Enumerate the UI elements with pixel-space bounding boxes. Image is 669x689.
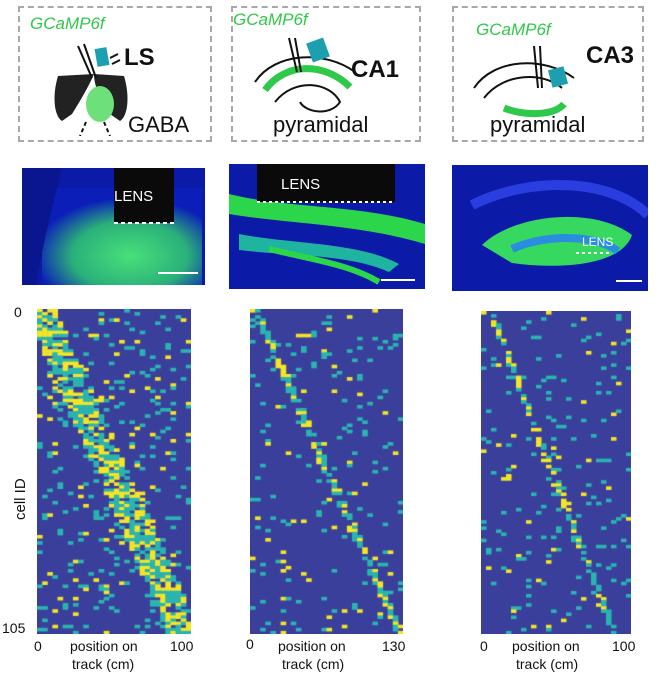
region-label: CA3 [586, 42, 635, 69]
heatmap-ca3 [481, 311, 631, 634]
schematic-panel-ls: GCaMP6f LS GABA [18, 6, 212, 142]
cell-type-label: pyramidal [273, 112, 369, 137]
heatmap-ca1 [250, 309, 403, 634]
lens-label: LENS [582, 235, 614, 249]
region-label: CA1 [351, 56, 400, 83]
ca3-implant-icon [473, 45, 575, 118]
lens-label: LENS [281, 176, 321, 193]
y-axis-label: cell ID [12, 478, 29, 520]
x-axis-label-line1: position on [512, 638, 580, 654]
cell-type-label: GABA [128, 112, 190, 137]
ca1-implant-icon [254, 37, 356, 113]
x-axis-label-line1: position on [70, 638, 138, 654]
indicator-label: GCaMP6f [30, 14, 105, 33]
x-axis-label-line2: track (cm) [72, 656, 135, 672]
x-tick-start: 0 [480, 638, 488, 654]
histology-image-ca1: LENS [229, 164, 425, 289]
x-tick-start: 0 [246, 636, 254, 652]
x-axis-label-line2: track (cm) [516, 656, 579, 672]
indicator-label: GCaMP6f [233, 10, 308, 29]
cell-type-label: pyramidal [490, 112, 586, 137]
x-axis-label-line2: track (cm) [282, 656, 345, 672]
y-tick-top: 0 [14, 304, 22, 320]
y-tick-bottom: 105 [2, 620, 26, 636]
x-tick-end: 100 [170, 638, 194, 654]
histology-image-ls: LENS [22, 168, 205, 285]
x-axis-label-line1: position on [278, 638, 346, 654]
region-label: LS [124, 44, 155, 71]
x-tick-end: 130 [382, 638, 406, 654]
x-tick-end: 100 [612, 638, 636, 654]
histology-image-ca3: LENS [452, 165, 648, 291]
x-tick-start: 0 [34, 638, 42, 654]
schematic-panel-ca3: GCaMP6f CA3 pyramidal [452, 6, 644, 142]
schematic-panel-ca1: GCaMP6f CA1 pyramidal [231, 6, 421, 142]
lens-label: LENS [114, 188, 154, 205]
indicator-label: GCaMP6f [476, 20, 551, 39]
ls-implant-icon [54, 43, 128, 136]
heatmap-ls [37, 309, 191, 634]
